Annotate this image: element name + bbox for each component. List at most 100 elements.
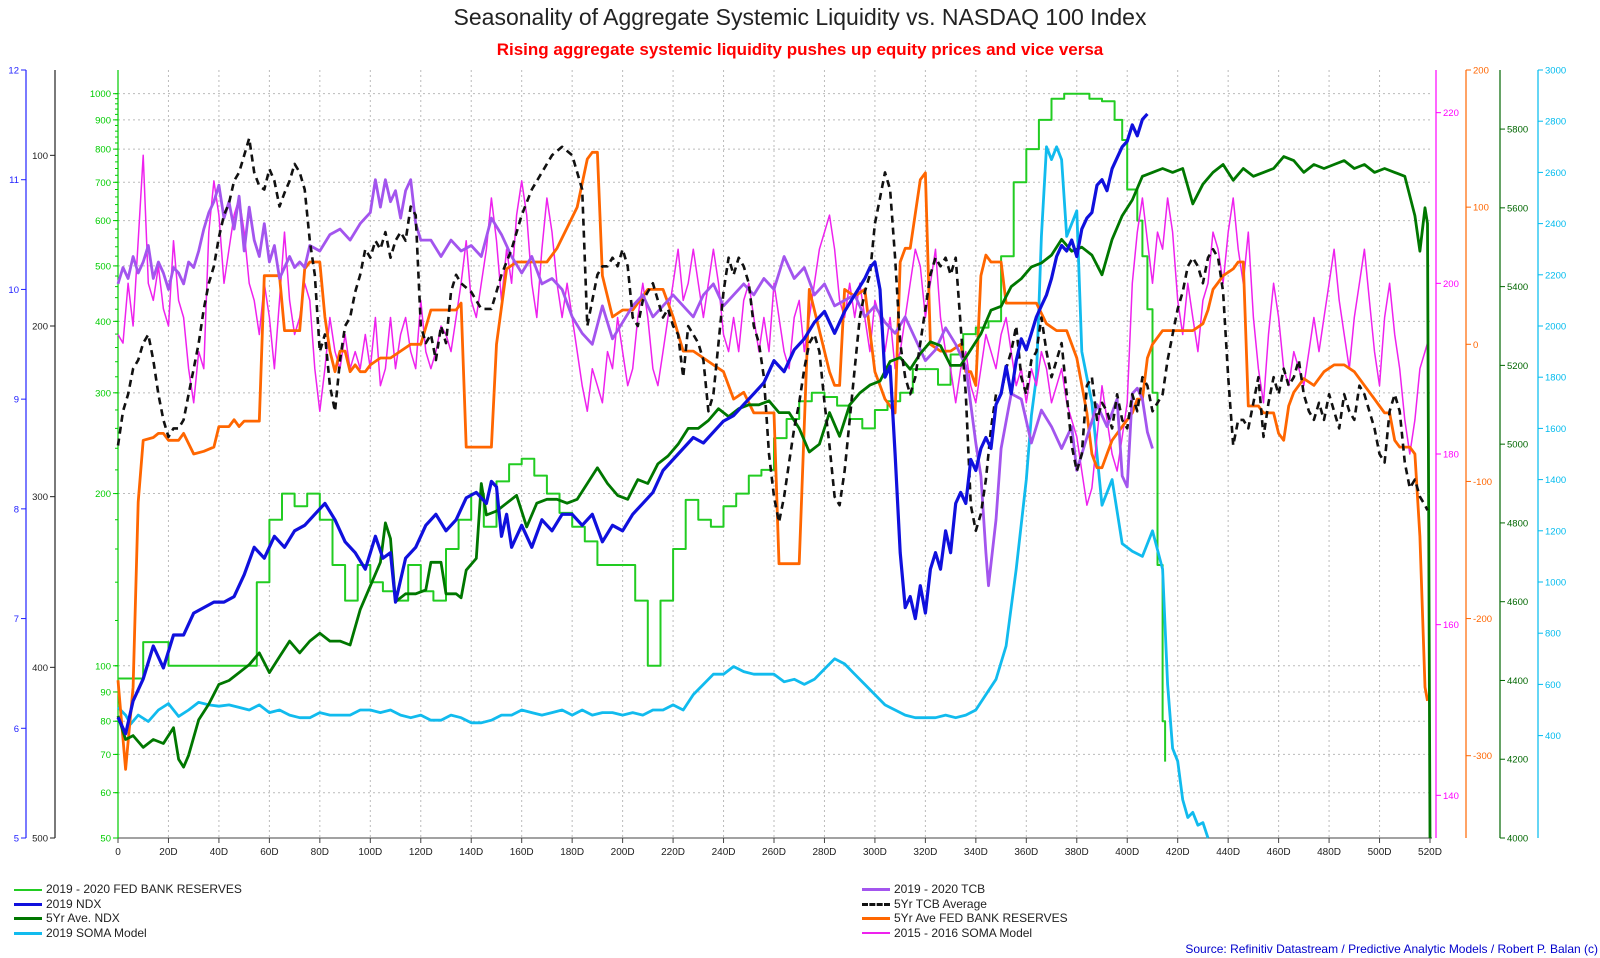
x-tick-label: 100D	[358, 847, 382, 858]
y-tick-label: 700	[95, 178, 111, 189]
y-tick-label: 2800	[1545, 117, 1566, 128]
legend-left: 2019 - 2020 FED BANK RESERVES 2019 NDX 5…	[14, 882, 242, 940]
legend-item: 5Yr Ave. NDX	[14, 911, 242, 926]
legend-label: 2019 NDX	[46, 896, 102, 911]
y-tick-label: 50	[100, 834, 111, 845]
y-tick-label: 5600	[1507, 203, 1528, 214]
series-line	[118, 92, 1167, 762]
y-tick-label: 1400	[1545, 475, 1566, 486]
y-tick-label: 4600	[1507, 597, 1528, 608]
x-tick-label: 280D	[813, 847, 837, 858]
chart-subtitle: Rising aggregate systemic liquidity push…	[496, 40, 1104, 59]
legend-item: 2019 SOMA Model	[14, 926, 242, 941]
legend-item: 2019 NDX	[14, 897, 242, 912]
y-tick-label: 200	[32, 322, 48, 333]
y-tick-label: 0	[1473, 340, 1478, 351]
legend-right: 2019 - 2020 TCB 5Yr TCB Average 5Yr Ave …	[862, 882, 1068, 940]
y-tick-label: 7	[14, 614, 19, 625]
legend-swatch	[862, 932, 890, 935]
y-tick-label: 60	[100, 788, 111, 799]
y-tick-label: 800	[1545, 629, 1561, 640]
x-tick-label: 160D	[510, 847, 534, 858]
legend-item: 2019 - 2020 FED BANK RESERVES	[14, 882, 242, 897]
legend-item: 5Yr Ave FED BANK RESERVES	[862, 911, 1068, 926]
y-tick-label: 70	[100, 750, 111, 761]
y-tick-label: 300	[95, 388, 111, 399]
x-tick-label: 320D	[913, 847, 937, 858]
y-tick-label: 900	[95, 115, 111, 126]
legend-label: 5Yr Ave. NDX	[46, 911, 120, 925]
legend-label: 2019 SOMA Model	[46, 925, 147, 940]
legend-swatch	[862, 917, 890, 921]
y-tick-label: 4400	[1507, 676, 1528, 687]
y-tick-label: 140	[1443, 791, 1459, 802]
y-tick-label: 100	[32, 151, 48, 162]
y-tick-label: 5200	[1507, 361, 1528, 372]
x-tick-label: 60D	[260, 847, 278, 858]
y-tick-label: 500	[95, 261, 111, 272]
x-tick-label: 220D	[661, 847, 685, 858]
series-line	[116, 178, 1154, 588]
x-tick-label: 240D	[712, 847, 736, 858]
y-tick-label: 400	[1545, 731, 1561, 742]
x-tick-label: 440D	[1216, 847, 1240, 858]
x-tick-label: 480D	[1317, 847, 1341, 858]
y-tick-label: 2000	[1545, 322, 1566, 333]
y-tick-label: 400	[95, 317, 111, 328]
y-tick-label: 3000	[1545, 66, 1566, 77]
y-tick-label: 4000	[1507, 834, 1528, 845]
y-tick-label: 5	[14, 834, 19, 845]
y-tick-label: 400	[32, 663, 48, 674]
x-tick-label: 140D	[459, 847, 483, 858]
x-tick-label: 420D	[1166, 847, 1190, 858]
y-tick-label: 4800	[1507, 518, 1528, 529]
y-tick-label: 12	[8, 66, 19, 77]
legend-item: 2019 - 2020 TCB	[862, 882, 1068, 897]
source-note: Source: Refinitiv Datastream / Predictiv…	[1185, 942, 1598, 956]
legend-label: 5Yr TCB Average	[894, 896, 987, 911]
legend-label: 2015 - 2016 SOMA Model	[894, 925, 1033, 940]
legend-swatch	[14, 917, 42, 921]
legend-item: 2015 - 2016 SOMA Model	[862, 926, 1068, 941]
y-tick-label: 5800	[1507, 125, 1528, 136]
y-tick-label: 90	[100, 687, 111, 698]
x-tick-label: 200D	[611, 847, 635, 858]
x-tick-label: 180D	[560, 847, 584, 858]
y-tick-label: 2400	[1545, 219, 1566, 230]
series-line	[116, 155, 1432, 839]
y-tick-label: 1600	[1545, 424, 1566, 435]
y-tick-label: 8	[14, 504, 19, 515]
y-tick-label: 1000	[90, 89, 111, 100]
y-tick-label: 300	[32, 492, 48, 503]
series-line	[116, 112, 1149, 736]
x-tick-label: 120D	[409, 847, 433, 858]
x-tick-label: 460D	[1267, 847, 1291, 858]
x-tick-label: 400D	[1115, 847, 1139, 858]
legend-swatch	[14, 902, 42, 906]
legend-label: 5Yr Ave FED BANK RESERVES	[894, 911, 1068, 925]
x-tick-label: 80D	[311, 847, 329, 858]
y-tick-label: 2200	[1545, 270, 1566, 281]
y-tick-label: 500	[32, 834, 48, 845]
legend-swatch	[862, 902, 890, 906]
y-tick-label: 800	[95, 145, 111, 156]
x-tick-label: 0	[115, 847, 121, 858]
x-tick-label: 40D	[210, 847, 228, 858]
y-tick-label: -300	[1473, 751, 1492, 762]
y-tick-label: 100	[1473, 203, 1489, 214]
y-tick-label: 600	[95, 216, 111, 227]
series-line	[116, 150, 1429, 771]
y-tick-label: 2600	[1545, 168, 1566, 179]
legend-label: 2019 - 2020 FED BANK RESERVES	[46, 882, 242, 896]
y-tick-label: 160	[1443, 620, 1459, 631]
y-tick-label: 5400	[1507, 282, 1528, 293]
series-line	[116, 137, 1429, 533]
legend-swatch	[14, 888, 42, 891]
series-line	[117, 145, 1210, 839]
y-tick-label: 180	[1443, 450, 1459, 461]
x-tick-label: 260D	[762, 847, 786, 858]
y-tick-label: 1000	[1545, 578, 1566, 589]
y-tick-label: 200	[1473, 66, 1489, 77]
series-line	[117, 154, 1429, 506]
